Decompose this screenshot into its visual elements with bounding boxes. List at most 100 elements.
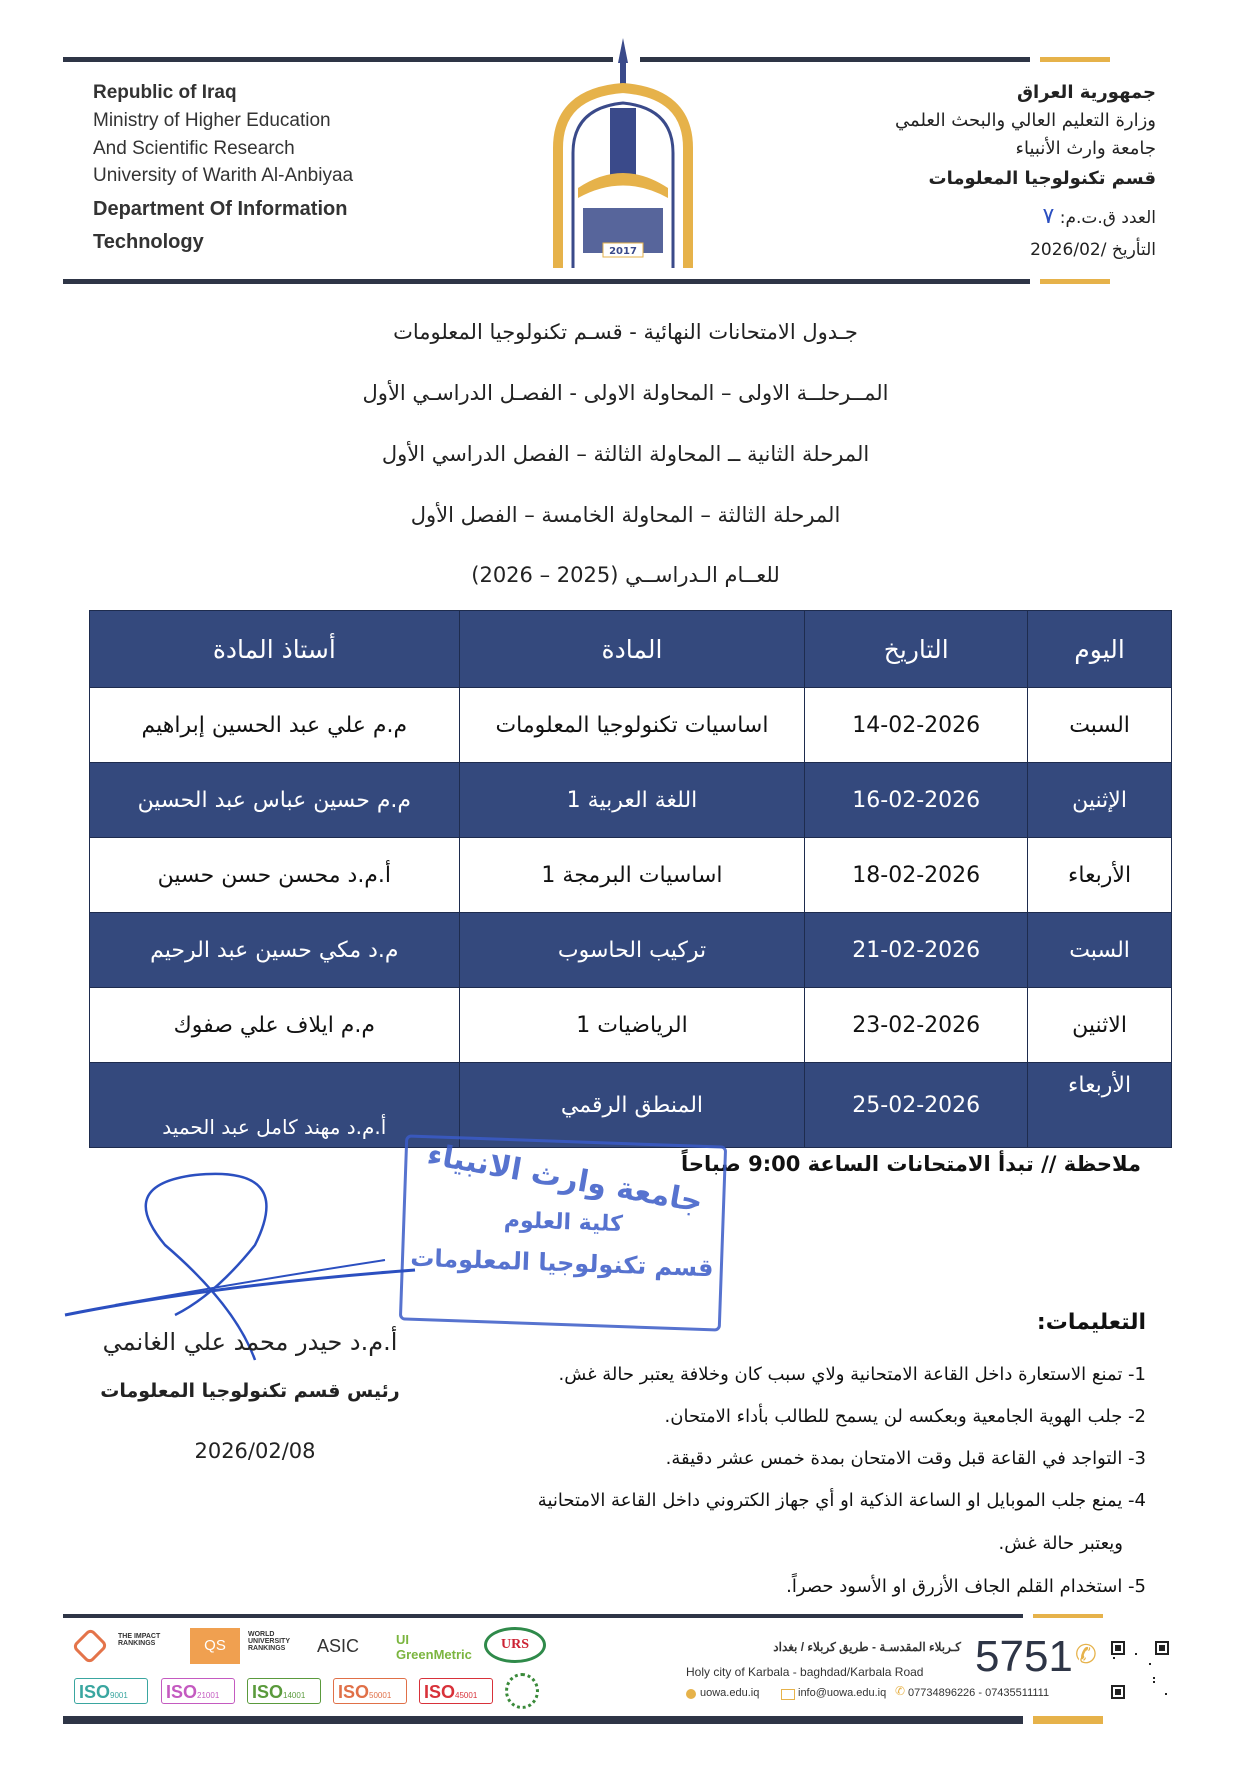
instruction-item: ويعتبر حالة غش. <box>998 1533 1123 1554</box>
qr-code <box>1111 1641 1169 1699</box>
cell-teacher: أ.م.د مهند كامل عبد الحميد <box>89 1062 460 1148</box>
header-date: التأريخ 2026/02/ <box>1030 240 1156 260</box>
date-value: 2026/02/ <box>1030 240 1107 260</box>
subtitle-stage-1: المــرحلــة الاولى – المحاولة الاولى - ا… <box>362 381 889 405</box>
subtitle-stage-3: المرحلة الثالثة – المحاولة الخامسة – الف… <box>410 503 841 527</box>
cell-date: 21-02-2026 <box>804 912 1029 988</box>
table-row: السبت 14-02-2026 اساسيات تكنولوجيا المعل… <box>89 687 1172 763</box>
cell-day: السبت <box>1027 912 1172 988</box>
cell-subject: اساسيات البرمجة 1 <box>458 837 806 913</box>
header-top-rule <box>63 57 613 62</box>
signatory-title: رئيس قسم تكنولوجيا المعلومات <box>100 1380 400 1402</box>
header-ref-number: العدد ق.ت.م: ٧ <box>1043 204 1157 229</box>
header-date: التاريخ <box>804 610 1029 688</box>
footer-top-gold <box>1033 1614 1103 1618</box>
footer-phones: 07734896226 - 07435511111 <box>908 1687 1050 1699</box>
instructions-heading: التعليمات: <box>1036 1310 1146 1335</box>
instruction-item: 1- تمنع الاستعارة داخل القاعة الامتحانية… <box>558 1364 1146 1385</box>
header-en-university: University of Warith Al-Anbiyaa <box>93 165 354 186</box>
hotline-number: 5751 <box>975 1632 1073 1681</box>
header-top-rule-right <box>640 57 1030 62</box>
footer-website[interactable]: uowa.edu.iq <box>700 1687 760 1699</box>
qs-label: WORLD UNIVERSITY RANKINGS <box>248 1631 290 1652</box>
footer-address-ar: كـربلاء المقدسـة - طريق كربلاء / بغداد <box>773 1640 961 1654</box>
cell-subject: المنطق الرقمي <box>458 1062 806 1148</box>
cell-teacher: م.م حسين عباس عبد الحسين <box>89 762 460 838</box>
cell-date: 14-02-2026 <box>804 687 1029 763</box>
header-ar-department: قسم تكنولوجيا المعلومات <box>928 168 1156 189</box>
asic-logo: ASIC <box>317 1636 360 1656</box>
header-en-ministry: Ministry of Higher Education <box>93 110 331 131</box>
header-en-department: Department Of Information <box>93 198 348 220</box>
footer-email[interactable]: info@uowa.edu.iq <box>798 1687 887 1699</box>
cell-subject: الرياضيات 1 <box>458 987 806 1063</box>
signatory-name: أ.م.د حيدر محمد علي الغانمي <box>102 1328 398 1356</box>
cell-teacher: م.م ايلاف علي صفوك <box>89 987 460 1063</box>
footer-address-en: Holy city of Karbala - baghdad/Karbala R… <box>686 1665 924 1679</box>
cell-teacher: م.د مكي حسين عبد الرحيم <box>89 912 460 988</box>
header-bottom-gold <box>1040 279 1110 284</box>
instruction-item: 5- استخدام القلم الجاف الأزرق او الأسود … <box>786 1576 1146 1597</box>
cell-date: 23-02-2026 <box>804 987 1029 1063</box>
header-en-country: Republic of Iraq <box>93 82 237 103</box>
header-day: اليوم <box>1027 610 1172 688</box>
header-ar-ministry: وزارة التعليم العالي والبحث العلمي <box>895 110 1156 131</box>
cell-subject: اساسيات تكنولوجيا المعلومات <box>458 687 806 763</box>
impact-rankings-label: THE IMPACT RANKINGS <box>118 1633 161 1647</box>
cell-day: الأربعاء <box>1027 1062 1172 1148</box>
table-header-row: اليوم التاريخ المادة أستاذ المادة <box>89 610 1172 688</box>
document-title: جـدول الامتحانات النهائية - قسـم تكنولوج… <box>393 320 858 344</box>
footer-top-rule <box>63 1614 1023 1618</box>
signatory-date: 2026/02/08 <box>194 1439 316 1463</box>
cell-date: 16-02-2026 <box>804 762 1029 838</box>
exam-time-note: ملاحظة // تبدأ الامتحانات الساعة 9:00 صب… <box>680 1152 1141 1176</box>
handwritten-signature <box>64 1172 416 1361</box>
instruction-item: 2- جلب الهوية الجامعية وبعكسه لن يسمح لل… <box>664 1406 1146 1427</box>
svg-text:2017: 2017 <box>609 246 637 257</box>
web-icon <box>686 1689 696 1699</box>
ref-number-value: ٧ <box>1042 204 1055 229</box>
ref-number-label: العدد ق.ت.م: <box>1059 208 1156 228</box>
cell-date: 25-02-2026 <box>804 1062 1029 1148</box>
accreditation-seal-icon <box>505 1673 539 1709</box>
table-row: الأربعاء 18-02-2026 اساسيات البرمجة 1 أ.… <box>89 837 1172 913</box>
header-bottom-rule <box>63 279 1030 284</box>
subtitle-academic-year: للعــام الـدراســي (2025 – 2026) <box>471 563 780 587</box>
impact-rankings-logo <box>71 1627 109 1665</box>
greenmetric-logo: UI GreenMetric <box>396 1632 472 1662</box>
footer-bottom-rule <box>63 1716 1023 1724</box>
header-en-department-2: Technology <box>93 231 204 253</box>
iso-9001-badge: ISO9001 <box>74 1678 148 1704</box>
subtitle-stage-2: المرحلة الثانية ــ المحاولة الثالثة – ال… <box>381 442 870 466</box>
phone-small-icon: ✆ <box>895 1684 906 1698</box>
iso-21001-badge: ISO21001 <box>161 1678 235 1704</box>
header-ar-university: جامعة وارث الأنبياء <box>1015 138 1156 159</box>
cell-day: الأربعاء <box>1027 837 1172 913</box>
cell-teacher: أ.م.د محسن حسن حسين <box>89 837 460 913</box>
iso-50001-badge: ISO50001 <box>333 1678 407 1704</box>
cell-day: السبت <box>1027 687 1172 763</box>
header-ar-country: جمهورية العراق <box>1016 82 1156 103</box>
instruction-item: 4- يمنع جلب الموبايل او الساعة الذكية او… <box>537 1490 1146 1511</box>
phone-icon: ✆ <box>1075 1640 1097 1670</box>
table-row: الاثنين 23-02-2026 الرياضيات 1 م.م ايلاف… <box>89 987 1172 1063</box>
header-subject: المادة <box>458 610 806 688</box>
instruction-item: 3- التواجد في القاعة قبل وقت الامتحان بم… <box>665 1448 1146 1469</box>
cell-teacher: م.م علي عبد الحسين إبراهيم <box>89 687 460 763</box>
exam-schedule-table: اليوم التاريخ المادة أستاذ المادة السبت … <box>89 610 1172 1148</box>
qs-logo: QS <box>190 1628 240 1664</box>
cell-subject: تركيب الحاسوب <box>458 912 806 988</box>
cell-date: 18-02-2026 <box>804 837 1029 913</box>
header-top-gold <box>1040 57 1110 62</box>
table-row: الإثنين 16-02-2026 اللغة العربية 1 م.م ح… <box>89 762 1172 838</box>
iso-45001-badge: ISO45001 <box>419 1678 493 1704</box>
email-icon <box>781 1689 795 1700</box>
cell-day: الاثنين <box>1027 987 1172 1063</box>
university-logo: 2017 <box>548 38 698 273</box>
table-row: السبت 21-02-2026 تركيب الحاسوب م.د مكي ح… <box>89 912 1172 988</box>
header-teacher: أستاذ المادة <box>89 610 460 688</box>
date-label: التأريخ <box>1111 240 1156 260</box>
department-stamp: جامعة وارث الانبياء كلية العلوم قسم تكنو… <box>398 1134 728 1332</box>
cell-day: الإثنين <box>1027 762 1172 838</box>
cell-subject: اللغة العربية 1 <box>458 762 806 838</box>
